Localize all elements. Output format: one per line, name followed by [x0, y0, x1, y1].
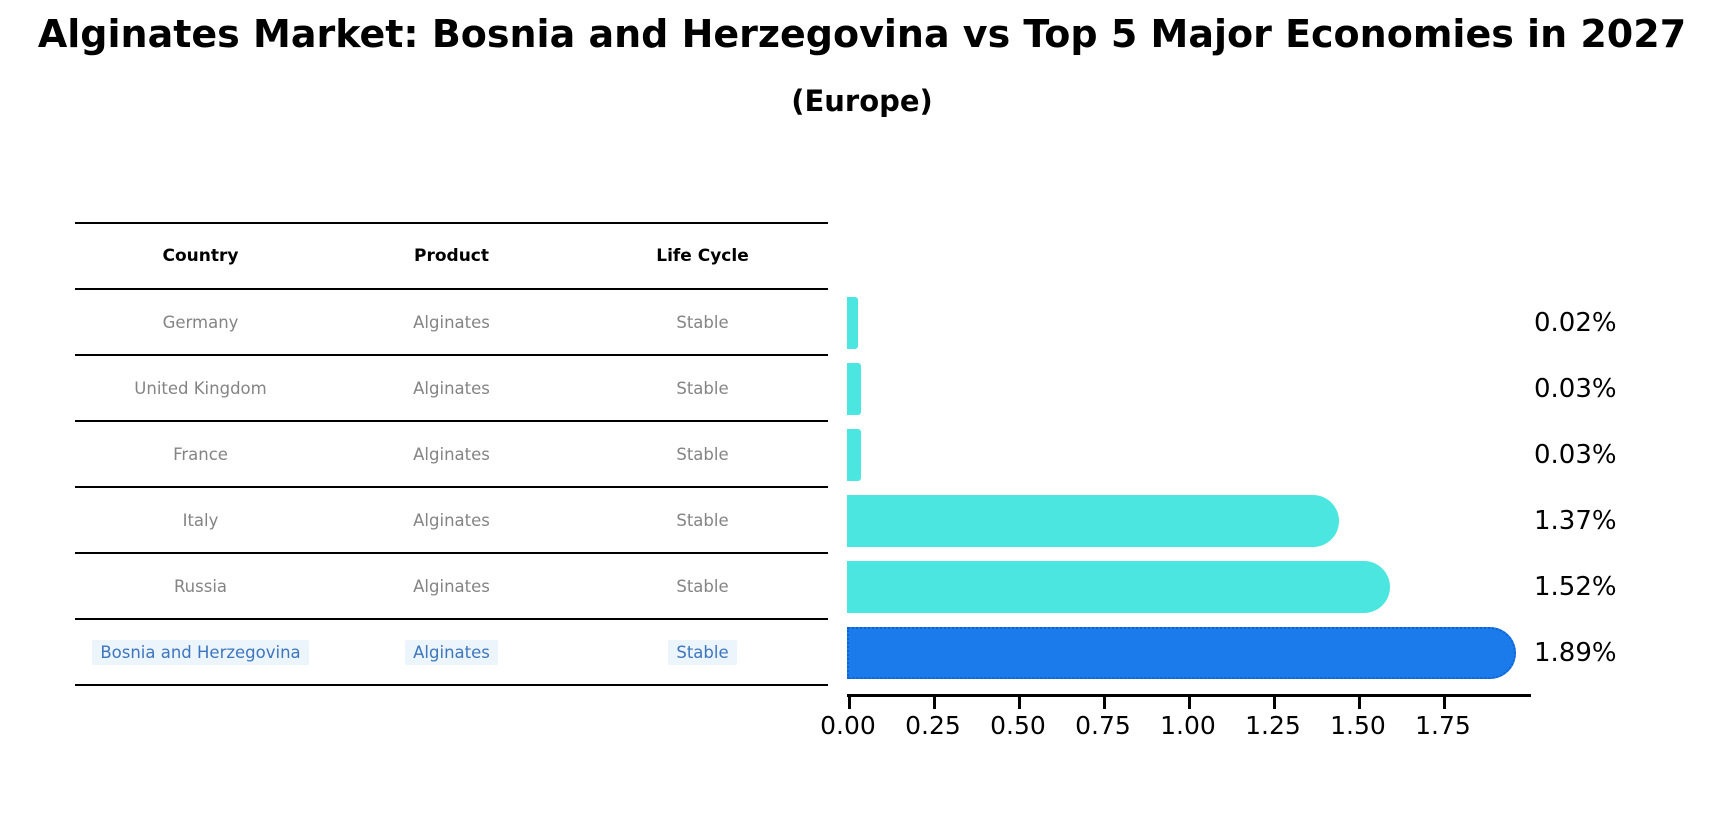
- table-cell-country: France: [173, 444, 228, 464]
- x-axis-line: [847, 694, 1531, 697]
- data-table: Country Product Life Cycle Germany Algin…: [75, 222, 828, 686]
- table-row: Russia Alginates Stable: [75, 554, 828, 620]
- bar-russia: [847, 561, 1390, 613]
- table-row: Bosnia and Herzegovina Alginates Stable: [75, 620, 828, 686]
- table-cell-product: Alginates: [326, 620, 577, 684]
- bar-france: [847, 429, 862, 481]
- x-axis-tick-label: 1.25: [1245, 711, 1301, 740]
- x-axis-tick: [1358, 697, 1361, 709]
- x-axis-tick-label: 1.50: [1330, 711, 1386, 740]
- x-axis-tick: [1103, 697, 1106, 709]
- table-cell-lifecycle: Stable: [676, 576, 729, 596]
- bar-value-label: 1.37%: [1534, 506, 1617, 536]
- bar-value-label: 0.03%: [1534, 374, 1617, 404]
- x-axis-tick: [1188, 697, 1191, 709]
- bar-value-label: 1.89%: [1534, 638, 1617, 668]
- table-cell-lifecycle: Stable: [676, 444, 729, 464]
- x-axis-tick: [1018, 697, 1021, 709]
- table-header-row: Country Product Life Cycle: [75, 222, 828, 290]
- table-cell-country: Germany: [162, 312, 239, 332]
- bar-italy: [847, 495, 1339, 547]
- table-cell-country: Bosnia and Herzegovina: [75, 620, 326, 684]
- bar-bosnia-and-herzegovina: [847, 627, 1516, 679]
- bar-value-label: 0.02%: [1534, 308, 1617, 338]
- x-axis-tick-label: 0.00: [820, 711, 876, 740]
- table-row: Germany Alginates Stable: [75, 290, 828, 356]
- table-row: Italy Alginates Stable: [75, 488, 828, 554]
- x-axis-tick: [1443, 697, 1446, 709]
- table-body: Germany Alginates Stable United Kingdom …: [75, 290, 828, 686]
- table-cell-country: Italy: [182, 510, 219, 530]
- x-axis-tick-label: 0.25: [905, 711, 961, 740]
- bar-germany: [847, 297, 858, 349]
- table-cell-lifecycle: Stable: [676, 378, 729, 398]
- table-cell-country: Russia: [173, 576, 228, 596]
- table-cell-product: Alginates: [413, 576, 490, 596]
- table-row: France Alginates Stable: [75, 422, 828, 488]
- table-cell-country: United Kingdom: [134, 378, 267, 398]
- bar-united-kingdom: [847, 363, 862, 415]
- table-header-product: Product: [414, 246, 489, 266]
- x-axis-tick: [1273, 697, 1276, 709]
- table-header-country: Country: [162, 246, 239, 266]
- table-cell-product: Alginates: [413, 378, 490, 398]
- table-row: United Kingdom Alginates Stable: [75, 356, 828, 422]
- table-cell-lifecycle: Stable: [676, 312, 729, 332]
- table-cell-product: Alginates: [413, 444, 490, 464]
- table-cell-product: Alginates: [413, 510, 490, 530]
- chart-subtitle: (Europe): [791, 84, 933, 118]
- table-cell-lifecycle: Stable: [577, 620, 828, 684]
- chart-title: Alginates Market: Bosnia and Herzegovina…: [37, 12, 1687, 56]
- x-axis-tick-label: 1.00: [1160, 711, 1216, 740]
- bar-value-label: 0.03%: [1534, 440, 1617, 470]
- x-axis-tick-label: 1.75: [1415, 711, 1471, 740]
- table-header-lifecycle: Life Cycle: [656, 246, 749, 266]
- bar-value-label: 1.52%: [1534, 572, 1617, 602]
- table-cell-lifecycle: Stable: [676, 510, 729, 530]
- table-cell-product: Alginates: [413, 312, 490, 332]
- x-axis-tick: [848, 697, 851, 709]
- x-axis-tick-label: 0.75: [1075, 711, 1131, 740]
- x-axis-tick-label: 0.50: [990, 711, 1046, 740]
- x-axis-tick: [933, 697, 936, 709]
